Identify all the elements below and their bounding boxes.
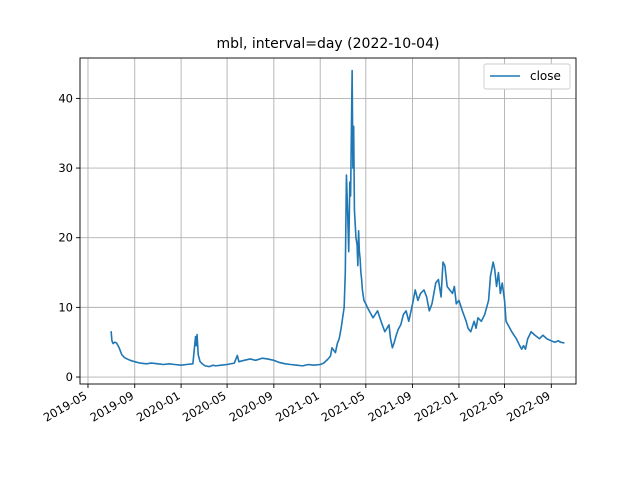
- legend-label-close: close: [530, 69, 561, 83]
- y-tick-label: 40: [58, 91, 73, 105]
- y-axis: 0 10 20 30 40: [58, 91, 80, 384]
- series-layer: [110, 69, 565, 368]
- chart-title: mbl, interval=day (2022-10-04): [217, 36, 440, 52]
- legend: close: [483, 63, 571, 90]
- series-line-close: [110, 69, 565, 368]
- axes-frame: [79, 57, 577, 385]
- grid: [80, 58, 576, 384]
- legend-box: [483, 63, 571, 90]
- y-tick-label: 30: [58, 161, 73, 175]
- y-tick-label: 20: [58, 231, 73, 245]
- y-tick-label: 0: [66, 370, 73, 384]
- y-tick-label: 10: [58, 300, 73, 314]
